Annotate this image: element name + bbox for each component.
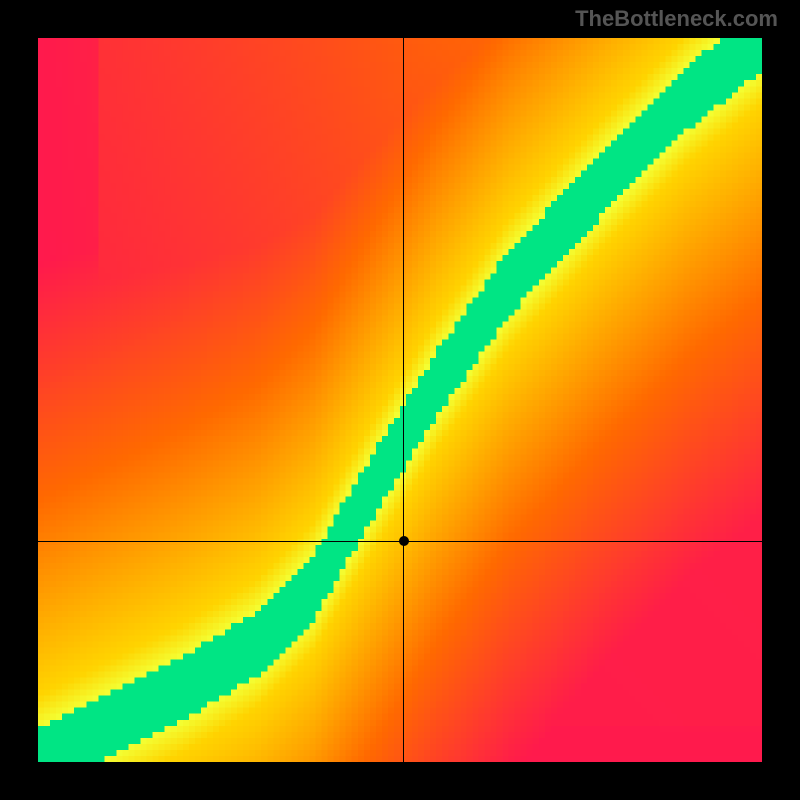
crosshair-marker <box>399 536 409 546</box>
watermark-text: TheBottleneck.com <box>575 6 778 32</box>
crosshair-vertical <box>403 38 404 762</box>
bottleneck-heatmap <box>38 38 762 762</box>
